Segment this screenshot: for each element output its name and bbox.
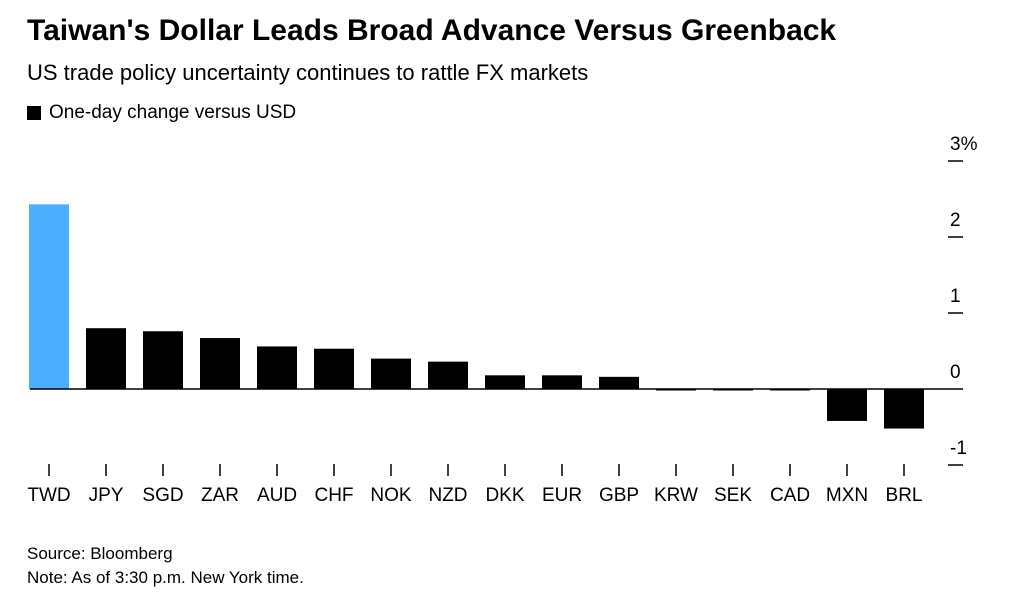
legend-label: One-day change versus USD xyxy=(49,102,297,123)
x-tick-label-dkk: DKK xyxy=(485,485,524,506)
y-tick-label: -1 xyxy=(950,438,967,459)
bar-dkk xyxy=(485,375,525,389)
bar-zar xyxy=(200,338,240,389)
x-tick-label-twd: TWD xyxy=(27,485,70,506)
bar-twd xyxy=(29,204,69,389)
bar-brl xyxy=(884,389,924,429)
x-tick-label-sgd: SGD xyxy=(142,485,183,506)
y-tick-label: 1 xyxy=(950,286,961,307)
chart-subtitle: US trade policy uncertainty continues to… xyxy=(27,60,589,85)
y-tick-label: 2 xyxy=(950,210,961,231)
x-tick-label-krw: KRW xyxy=(654,485,698,506)
x-tick-label-nok: NOK xyxy=(370,485,412,506)
x-tick-label-aud: AUD xyxy=(257,485,297,506)
bar-jpy xyxy=(86,328,126,389)
bar-eur xyxy=(542,375,582,389)
y-tick-label: 3% xyxy=(950,134,978,155)
x-tick-label-gbp: GBP xyxy=(599,485,639,506)
x-tick-label-brl: BRL xyxy=(886,485,923,506)
bar-aud xyxy=(257,346,297,389)
bar-chf xyxy=(314,348,354,389)
legend: One-day change versus USD xyxy=(27,102,296,124)
x-tick-label-mxn: MXN xyxy=(826,485,868,506)
x-tick-label-chf: CHF xyxy=(314,485,353,506)
bar-nzd xyxy=(428,361,468,389)
bar-nok xyxy=(371,358,411,389)
x-tick-label-sek: SEK xyxy=(714,485,752,506)
y-tick-label: 0 xyxy=(950,362,961,383)
x-tick-label-nzd: NZD xyxy=(428,485,467,506)
source-text: Source: Bloomberg xyxy=(27,544,173,563)
x-tick-label-jpy: JPY xyxy=(89,485,124,506)
chart-title: Taiwan's Dollar Leads Broad Advance Vers… xyxy=(27,14,837,47)
bar-mxn xyxy=(827,389,867,421)
bar-gbp xyxy=(599,376,639,389)
x-tick-label-zar: ZAR xyxy=(201,485,239,506)
note-text: Note: As of 3:30 p.m. New York time. xyxy=(27,568,304,587)
bar-sgd xyxy=(143,331,183,389)
x-tick-label-eur: EUR xyxy=(542,485,582,506)
x-tick-label-cad: CAD xyxy=(770,485,810,506)
legend-swatch xyxy=(27,106,41,120)
